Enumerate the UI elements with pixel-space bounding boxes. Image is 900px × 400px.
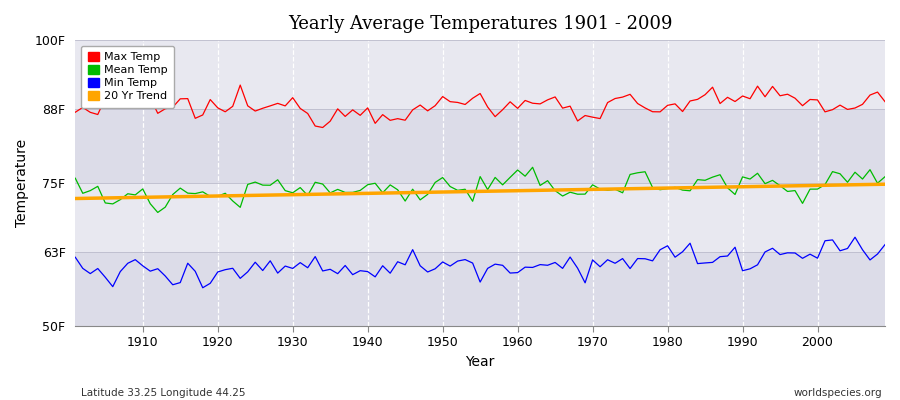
Bar <box>76 183 885 252</box>
Title: Yearly Average Temperatures 1901 - 2009: Yearly Average Temperatures 1901 - 2009 <box>288 15 672 33</box>
Bar <box>76 109 885 183</box>
Text: Latitude 33.25 Longitude 44.25: Latitude 33.25 Longitude 44.25 <box>81 388 246 398</box>
Legend: Max Temp, Mean Temp, Min Temp, 20 Yr Trend: Max Temp, Mean Temp, Min Temp, 20 Yr Tre… <box>81 46 175 108</box>
Bar <box>76 252 885 326</box>
Bar <box>76 40 885 109</box>
Y-axis label: Temperature: Temperature <box>15 139 29 227</box>
X-axis label: Year: Year <box>465 355 495 369</box>
Text: worldspecies.org: worldspecies.org <box>794 388 882 398</box>
